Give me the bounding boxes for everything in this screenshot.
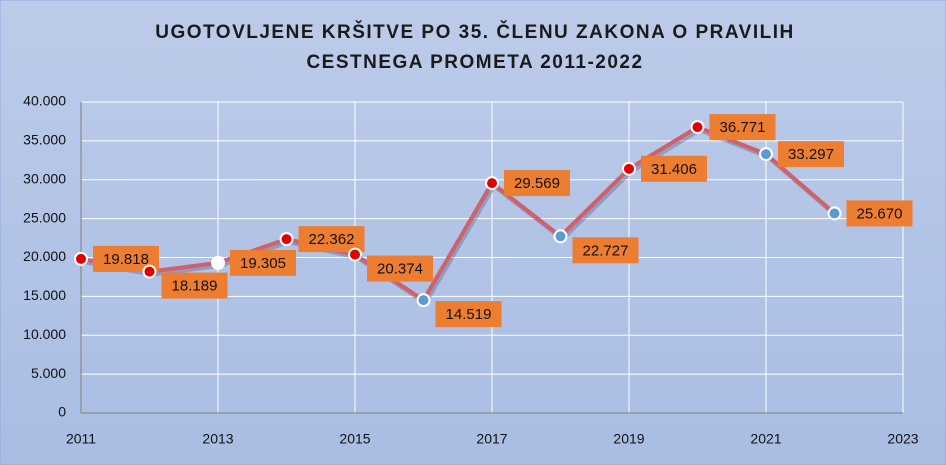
y-tick-label: 25.000 [23, 209, 66, 225]
data-label: 19.818 [103, 251, 149, 268]
chart-subtitle: CESTNEGA PROMETA 2011-2022 [306, 52, 643, 73]
x-tick-label: 2021 [750, 431, 781, 447]
marker [348, 247, 362, 262]
data-label: 14.519 [446, 306, 492, 323]
marker [416, 293, 431, 308]
x-tick-label: 2013 [202, 431, 233, 447]
data-label-box [846, 200, 913, 227]
y-tick-label: 20.000 [23, 248, 66, 264]
x-tick-label: 2015 [339, 431, 370, 447]
x-tick-label: 2017 [476, 431, 507, 447]
data-label-box [161, 272, 228, 299]
x-tick-label: 2023 [887, 431, 918, 447]
y-tick-label: 30.000 [23, 170, 66, 186]
data-label: 20.374 [377, 261, 423, 278]
y-tick-label: 5.000 [31, 365, 66, 381]
marker [690, 120, 705, 135]
data-label-box [435, 301, 502, 328]
data-label: 25.670 [857, 205, 903, 222]
line [80, 124, 836, 303]
y-tick-label: 15.000 [23, 287, 66, 303]
data-label-box [572, 237, 639, 264]
marker [142, 264, 157, 279]
marker [279, 232, 294, 247]
data-label-box [230, 249, 296, 276]
data-label-box [367, 255, 433, 282]
data-label: 22.362 [309, 231, 355, 248]
data-label: 18.189 [172, 278, 218, 295]
marker [553, 229, 568, 244]
data-label-box [504, 170, 570, 197]
marker [485, 176, 499, 191]
data-label: 22.727 [583, 242, 629, 259]
marker [74, 251, 88, 266]
chart-title: UGOTOVLJENE KRŠITVE PO 35. ČLENU ZAKONA … [155, 21, 794, 43]
data-label: 36.771 [720, 119, 766, 136]
marker [827, 206, 842, 221]
data-label-box [709, 114, 776, 141]
marker [759, 147, 773, 162]
y-tick-label: 10.000 [23, 326, 66, 342]
y-tick-label: 0 [58, 404, 66, 420]
x-tick-label: 2019 [613, 431, 644, 447]
x-tick-label: 2011 [66, 431, 96, 447]
data-label: 19.305 [240, 255, 286, 272]
marker [211, 255, 225, 270]
data-label: 33.297 [788, 146, 834, 163]
data-label-box [641, 155, 707, 182]
y-tick-label: 40.000 [23, 93, 66, 109]
data-label: 31.406 [651, 161, 697, 178]
data-label: 29.569 [514, 175, 560, 192]
y-tick-label: 35.000 [23, 132, 66, 148]
data-label-box [778, 141, 844, 168]
marker [622, 161, 636, 176]
